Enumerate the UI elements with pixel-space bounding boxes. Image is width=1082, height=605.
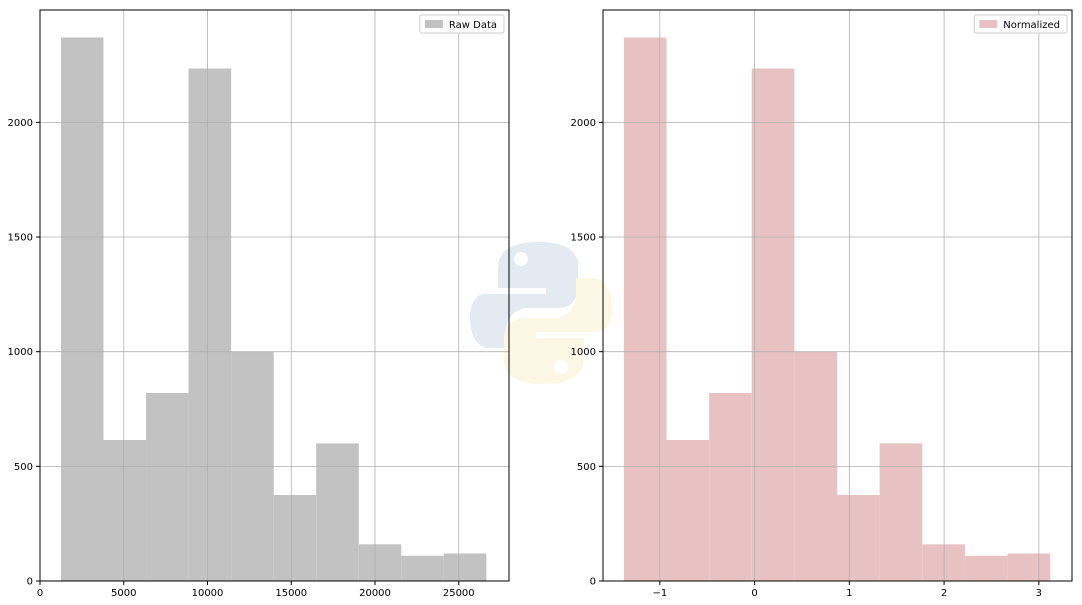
legend-swatch xyxy=(424,20,443,28)
histogram-bar xyxy=(964,555,1008,581)
y-tick-label: 2000 xyxy=(8,118,33,129)
x-tick-label: 15000 xyxy=(275,588,307,599)
x-tick-label: −1 xyxy=(652,588,667,599)
python-logo-icon xyxy=(470,242,612,384)
histogram-bars xyxy=(60,37,487,582)
histogram-bar xyxy=(666,439,710,581)
y-tick-label: 500 xyxy=(577,462,596,473)
x-tick-label: 2 xyxy=(941,588,947,599)
y-tick-label: 1500 xyxy=(571,233,596,244)
histogram-bar xyxy=(922,544,965,581)
y-tick-label: 2000 xyxy=(571,118,596,129)
axes-frame xyxy=(602,9,1073,582)
y-tick-label: 1000 xyxy=(8,347,33,358)
histogram-bars xyxy=(623,37,1051,582)
y-axis-ticks: 0 500 1000 1500 2000 xyxy=(8,118,40,588)
x-tick-label: 10000 xyxy=(192,588,224,599)
normalized-histogram: −1 0 1 2 3 0 500 1000 1500 2000 Normalized xyxy=(571,9,1073,599)
x-tick-label: 0 xyxy=(37,588,43,599)
histogram-bar xyxy=(188,68,232,582)
histogram-bar xyxy=(751,68,795,582)
x-tick-label: 3 xyxy=(1036,588,1042,599)
histogram-bar xyxy=(837,495,880,581)
legend-swatch xyxy=(979,20,998,28)
histogram-bar xyxy=(103,439,147,581)
legend: Raw Data xyxy=(419,14,505,34)
histogram-bar xyxy=(146,392,189,581)
grid-lines xyxy=(39,10,509,582)
x-tick-label: 25000 xyxy=(443,588,475,599)
legend-box xyxy=(419,14,505,34)
legend-label: Raw Data xyxy=(449,20,497,31)
y-tick-label: 0 xyxy=(590,577,596,588)
histogram-bar xyxy=(358,544,402,581)
histogram-bar xyxy=(879,443,923,581)
x-tick-label: 20000 xyxy=(359,588,391,599)
y-tick-label: 1000 xyxy=(571,347,596,358)
histogram-bar xyxy=(709,392,752,581)
histogram-bar xyxy=(316,443,359,581)
x-axis-ticks: −1 0 1 2 3 xyxy=(652,581,1042,599)
x-axis-ticks: 0 5000 10000 15000 20000 25000 xyxy=(37,581,475,599)
histogram-bar xyxy=(401,555,444,581)
histogram-bar xyxy=(443,553,487,581)
x-tick-label: 1 xyxy=(846,588,852,599)
y-tick-label: 1500 xyxy=(8,233,33,244)
y-tick-label: 500 xyxy=(14,462,33,473)
histogram-bar xyxy=(273,495,317,581)
legend-box xyxy=(973,14,1068,34)
y-tick-label: 0 xyxy=(27,577,33,588)
legend: Normalized xyxy=(973,14,1068,34)
histogram-bar xyxy=(1007,553,1051,581)
x-tick-label: 5000 xyxy=(111,588,136,599)
raw-data-histogram: 0 5000 10000 15000 20000 25000 0 500 1000 1500 20… xyxy=(8,9,510,599)
axes-frame xyxy=(39,9,510,582)
histogram-bar xyxy=(60,37,104,582)
y-axis-ticks: 0 500 1000 1500 2000 xyxy=(571,118,603,588)
legend-label: Normalized xyxy=(1003,20,1060,31)
x-tick-label: 0 xyxy=(751,588,757,599)
histogram-bar xyxy=(623,37,667,582)
